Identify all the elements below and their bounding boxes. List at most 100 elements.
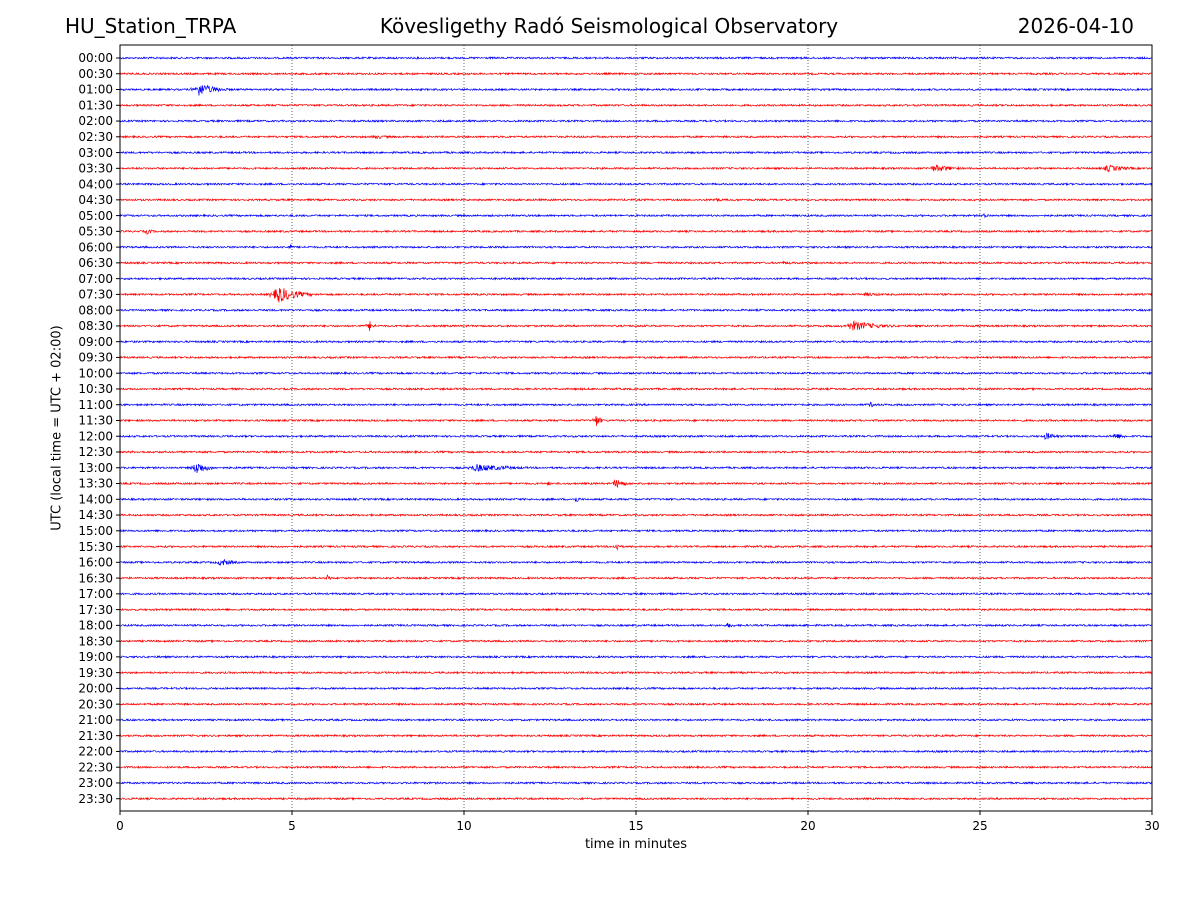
y-tick-label: 09:30 [78, 351, 113, 365]
x-tick-label: 15 [628, 819, 643, 833]
x-tick-label: 30 [1144, 819, 1159, 833]
y-tick-label: 16:00 [78, 556, 113, 570]
trace-0800 [119, 308, 1153, 313]
trace-0700 [119, 276, 1153, 281]
y-tick-label: 04:00 [78, 177, 113, 191]
trace-1700 [119, 591, 1153, 596]
y-tick-label: 23:30 [78, 792, 113, 806]
trace-1200 [119, 432, 1153, 440]
y-tick-label: 12:30 [78, 445, 113, 459]
y-tick-label: 02:00 [78, 114, 113, 128]
trace-1300 [119, 463, 1153, 474]
trace-lines [119, 55, 1153, 801]
trace-1230 [119, 449, 1153, 455]
trace-1630 [119, 574, 1153, 581]
trace-1330 [119, 478, 1153, 488]
trace-1030 [119, 386, 1153, 392]
trace-2100 [119, 717, 1153, 723]
y-tick-label: 15:00 [78, 524, 113, 538]
y-tick-label: 19:00 [78, 650, 113, 664]
y-tick-label: 21:00 [78, 713, 113, 727]
y-tick-label: 10:00 [78, 366, 113, 380]
x-tick-label: 25 [972, 819, 987, 833]
y-tick-label: 15:30 [78, 540, 113, 554]
y-tick-label: 14:00 [78, 492, 113, 506]
trace-1730 [119, 607, 1153, 612]
y-tick-label: 05:30 [78, 225, 113, 239]
trace-0630 [119, 260, 1153, 265]
trace-0230 [119, 134, 1153, 140]
y-tick-label: 20:30 [78, 697, 113, 711]
trace-1130 [119, 415, 1153, 427]
trace-1430 [119, 512, 1153, 518]
trace-2000 [119, 686, 1153, 691]
y-tick-label: 09:00 [78, 335, 113, 349]
trace-0530 [119, 229, 1153, 236]
trace-2130 [120, 733, 1153, 738]
trace-1600 [119, 558, 1153, 567]
y-tick-label: 07:00 [78, 272, 113, 286]
trace-0730 [119, 288, 1153, 303]
y-tick-label: 17:00 [78, 587, 113, 601]
x-ticks: 0 5 10 15 20 25 30 [116, 811, 1160, 833]
y-tick-label: 00:00 [78, 51, 113, 65]
y-tick-label: 01:00 [78, 83, 113, 97]
trace-1000 [119, 371, 1153, 376]
trace-0830 [119, 319, 1153, 332]
trace-0600 [119, 244, 1153, 250]
trace-1500 [119, 528, 1153, 533]
trace-1400 [119, 497, 1153, 503]
y-tick-label: 00:30 [78, 67, 113, 81]
y-tick-label: 11:30 [78, 414, 113, 428]
y-tick-label: 19:30 [78, 666, 113, 680]
trace-0130 [119, 103, 1153, 108]
y-tick-label: 08:00 [78, 303, 113, 317]
y-tick-label: 21:30 [78, 729, 113, 743]
trace-0300 [119, 150, 1153, 155]
observatory-title: Kövesligethy Radó Seismological Observat… [379, 14, 839, 38]
trace-1530 [119, 544, 1153, 551]
trace-0900 [119, 339, 1153, 344]
y-tick-label: 02:30 [78, 130, 113, 144]
date-title: 2026-04-10 [1017, 14, 1134, 38]
y-tick-label: 05:00 [78, 209, 113, 223]
y-tick-label: 18:00 [78, 619, 113, 633]
trace-1800 [119, 622, 1153, 628]
x-tick-label: 10 [456, 819, 471, 833]
y-tick-label: 10:30 [78, 382, 113, 396]
trace-1830 [119, 639, 1153, 644]
y-tick-label: 18:30 [78, 634, 113, 648]
trace-0930 [119, 355, 1153, 360]
y-axis-label: UTC (local time = UTC + 02:00) [49, 325, 65, 531]
trace-0430 [119, 197, 1153, 202]
x-tick-label: 20 [800, 819, 815, 833]
y-tick-label: 20:00 [78, 682, 113, 696]
y-tick-label: 06:00 [78, 240, 113, 254]
y-tick-label: 12:00 [78, 429, 113, 443]
trace-1900 [119, 654, 1153, 659]
trace-0400 [119, 181, 1153, 187]
y-tick-label: 22:00 [78, 745, 113, 759]
station-title: HU_Station_TRPA [65, 14, 237, 38]
y-tick-label: 01:30 [78, 98, 113, 112]
trace-2300 [119, 780, 1153, 786]
trace-0000 [119, 55, 1153, 61]
x-tick-label: 5 [288, 819, 296, 833]
y-tick-label: 03:00 [78, 146, 113, 160]
trace-0100 [119, 84, 1153, 96]
trace-0500 [119, 213, 1153, 219]
y-tick-label: 17:30 [78, 603, 113, 617]
y-tick-label: 23:00 [78, 776, 113, 790]
y-tick-label: 08:30 [78, 319, 113, 333]
y-tick-label: 07:30 [78, 288, 113, 302]
trace-0030 [119, 71, 1153, 76]
x-axis-label: time in minutes [584, 837, 688, 852]
trace-2200 [119, 749, 1153, 754]
grid-lines [291, 45, 981, 811]
y-tick-label: 11:00 [78, 398, 113, 412]
trace-0200 [119, 118, 1153, 124]
y-tick-label: 03:30 [78, 162, 113, 176]
